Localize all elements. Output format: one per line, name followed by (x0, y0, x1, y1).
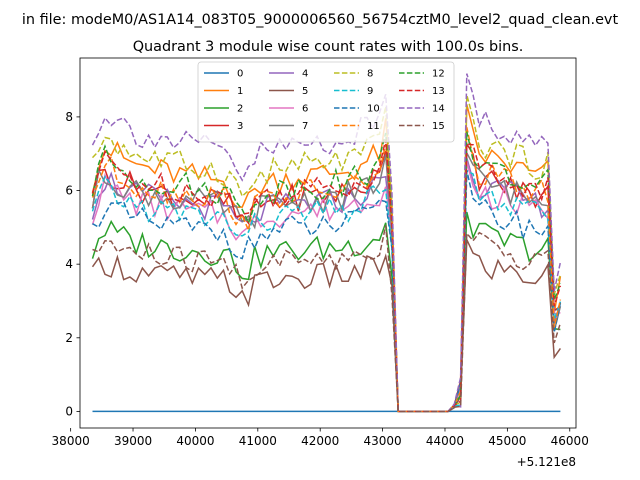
series-line-13 (91, 139, 562, 413)
legend-label-14: 14 (432, 104, 445, 115)
y-tick-label: 8 (65, 110, 73, 124)
y-tick-label: 6 (65, 184, 73, 198)
series-line-1 (91, 104, 562, 413)
series-layer (91, 73, 562, 413)
x-tick-label: 42000 (301, 434, 339, 448)
series-line-6 (91, 161, 561, 413)
legend-label-4: 4 (302, 69, 308, 80)
x-tick-label: 41000 (239, 434, 277, 448)
x-tick-label: 38000 (52, 434, 90, 448)
y-tick-label: 2 (65, 331, 73, 345)
series-line-8 (91, 94, 562, 413)
x-tick-label: 46000 (551, 434, 589, 448)
legend-label-12: 12 (432, 69, 445, 80)
x-tick-label: 44000 (426, 434, 464, 448)
axes-frame (79, 57, 577, 429)
legend-label-15: 15 (432, 121, 445, 132)
legend-frame (197, 61, 455, 143)
series-line-2 (91, 211, 561, 413)
series-line-14 (91, 73, 562, 413)
legend-label-0: 0 (237, 69, 243, 80)
series-line-5 (91, 239, 562, 413)
legend-label-11: 11 (367, 121, 380, 132)
legend-label-1: 1 (237, 86, 243, 97)
series-line-15 (92, 225, 562, 413)
series-line-10 (92, 170, 562, 413)
chart-title: Quadrant 3 module wise count rates with … (133, 39, 524, 55)
figure-suptitle: in file: modeM0/AS1A14_083T05_9000006560… (22, 12, 619, 28)
series-line-9 (91, 169, 562, 413)
legend-label-13: 13 (432, 86, 445, 97)
x-tick-label: 43000 (363, 434, 401, 448)
y-tick-label: 4 (65, 257, 73, 271)
legend-label-9: 9 (367, 86, 373, 97)
legend-label-6: 6 (302, 104, 308, 115)
x-axis-ticks: 38000 39000 40000 41000 42000 43000 44000 45000… (52, 428, 589, 448)
series-line-7 (91, 150, 562, 413)
y-tick-label: 0 (65, 404, 73, 418)
legend-label-7: 7 (302, 121, 308, 132)
legend-label-2: 2 (237, 104, 243, 115)
plot-area: 38000 39000 40000 41000 42000 43000 44000 45000… (52, 57, 589, 469)
x-tick-label: 45000 (488, 434, 526, 448)
x-tick-label: 39000 (114, 434, 152, 448)
legend-label-3: 3 (237, 121, 243, 132)
y-axis-ticks: 0 2 4 6 8 (65, 110, 80, 418)
x-tick-label: 40000 (176, 434, 214, 448)
legend-label-10: 10 (367, 104, 380, 115)
series-line-11 (91, 127, 562, 413)
x-offset-label: +5.121e8 (517, 455, 576, 469)
legend-label-5: 5 (302, 86, 308, 97)
legend-label-8: 8 (367, 69, 373, 80)
